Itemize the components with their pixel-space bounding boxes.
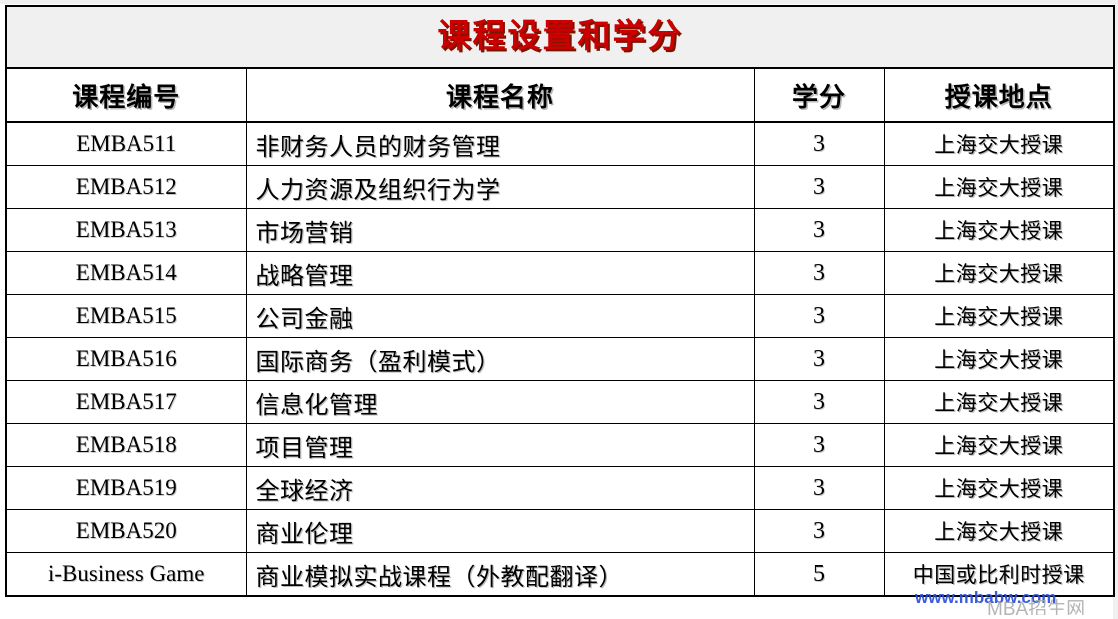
page-edge-strip-right <box>1113 0 1118 619</box>
cell-course-code: EMBA513 <box>5 208 247 252</box>
cell-course-venue: 上海交大授课 <box>883 509 1115 553</box>
cell-course-name: 非财务人员的财务管理 <box>245 121 755 166</box>
cell-course-venue: 上海交大授课 <box>883 337 1115 381</box>
watermark-brand: MBA招生网 <box>987 599 1086 615</box>
cell-course-credit: 3 <box>753 380 885 424</box>
table-row: EMBA516 国际商务（盈利模式） 3 上海交大授课 <box>5 337 1115 381</box>
cell-course-code: i-Business Game <box>5 552 247 597</box>
table-row: EMBA517 信息化管理 3 上海交大授课 <box>5 380 1115 424</box>
table-row: EMBA511 非财务人员的财务管理 3 上海交大授课 <box>5 121 1115 166</box>
cell-course-name: 国际商务（盈利模式） <box>245 337 755 381</box>
cell-course-venue: 上海交大授课 <box>883 251 1115 295</box>
table-row: EMBA518 项目管理 3 上海交大授课 <box>5 423 1115 467</box>
cell-course-code: EMBA512 <box>5 165 247 209</box>
table-title-cell: 课程设置和学分 <box>5 5 1115 69</box>
page-title: 课程设置和学分 <box>437 18 683 55</box>
cell-course-name: 战略管理 <box>245 251 755 295</box>
cell-course-credit: 3 <box>753 121 885 166</box>
cell-course-credit: 3 <box>753 509 885 553</box>
cell-course-name: 市场营销 <box>245 208 755 252</box>
table-row: EMBA513 市场营销 3 上海交大授课 <box>5 208 1115 252</box>
cell-course-credit: 5 <box>753 552 885 597</box>
cell-course-code: EMBA516 <box>5 337 247 381</box>
column-header-code-label: 课程编号 <box>72 82 181 112</box>
cell-course-credit: 3 <box>753 208 885 252</box>
table-row: EMBA519 全球经济 3 上海交大授课 <box>5 466 1115 510</box>
cell-course-credit: 3 <box>753 466 885 510</box>
cell-course-name: 信息化管理 <box>245 380 755 424</box>
cell-course-name: 商业模拟实战课程（外教配翻译） <box>245 552 755 597</box>
cell-course-venue: 上海交大授课 <box>883 121 1115 166</box>
column-header-code: 课程编号 <box>5 67 247 123</box>
cell-course-name: 全球经济 <box>245 466 755 510</box>
column-header-credit: 学分 <box>753 67 885 123</box>
page-edge-strip-top <box>0 0 1118 4</box>
cell-course-credit: 3 <box>753 165 885 209</box>
cell-course-name: 商业伦理 <box>245 509 755 553</box>
cell-course-name: 项目管理 <box>245 423 755 467</box>
cell-course-venue: 上海交大授课 <box>883 165 1115 209</box>
table-row: EMBA515 公司金融 3 上海交大授课 <box>5 294 1115 338</box>
cell-course-venue: 上海交大授课 <box>883 294 1115 338</box>
cell-course-venue: 上海交大授课 <box>883 208 1115 252</box>
column-header-venue-label: 授课地点 <box>944 82 1053 112</box>
course-table-body: 课程设置和学分 课程编号 课程名称 学分 授课地点 EMBA511 <box>5 5 1115 597</box>
cell-course-name: 公司金融 <box>245 294 755 338</box>
cell-course-credit: 3 <box>753 251 885 295</box>
column-header-venue: 授课地点 <box>883 67 1115 123</box>
cell-course-venue: 上海交大授课 <box>883 423 1115 467</box>
cell-course-credit: 3 <box>753 337 885 381</box>
cell-course-code: EMBA520 <box>5 509 247 553</box>
column-header-credit-label: 学分 <box>791 82 846 112</box>
column-header-name-label: 课程名称 <box>445 82 554 112</box>
cell-course-venue: 上海交大授课 <box>883 380 1115 424</box>
cell-course-credit: 3 <box>753 294 885 338</box>
table-row: EMBA514 战略管理 3 上海交大授课 <box>5 251 1115 295</box>
table-row: i-Business Game 商业模拟实战课程（外教配翻译） 5 中国或比利时… <box>5 552 1115 597</box>
cell-course-venue: 中国或比利时授课 <box>883 552 1115 597</box>
table-row: EMBA520 商业伦理 3 上海交大授课 <box>5 509 1115 553</box>
title-row: 课程设置和学分 <box>5 5 1115 69</box>
cell-course-code: EMBA514 <box>5 251 247 295</box>
table-header-row: 课程编号 课程名称 学分 授课地点 <box>5 67 1115 123</box>
column-header-name: 课程名称 <box>245 67 755 123</box>
cell-course-code: EMBA511 <box>5 121 247 166</box>
cell-course-code: EMBA519 <box>5 466 247 510</box>
cell-course-venue: 上海交大授课 <box>883 466 1115 510</box>
cell-course-code: EMBA515 <box>5 294 247 338</box>
cell-course-code: EMBA517 <box>5 380 247 424</box>
course-credits-table: 课程设置和学分 课程编号 课程名称 学分 授课地点 EMBA511 <box>5 5 1115 597</box>
table-row: EMBA512 人力资源及组织行为学 3 上海交大授课 <box>5 165 1115 209</box>
cell-course-code: EMBA518 <box>5 423 247 467</box>
cell-course-name: 人力资源及组织行为学 <box>245 165 755 209</box>
cell-course-credit: 3 <box>753 423 885 467</box>
